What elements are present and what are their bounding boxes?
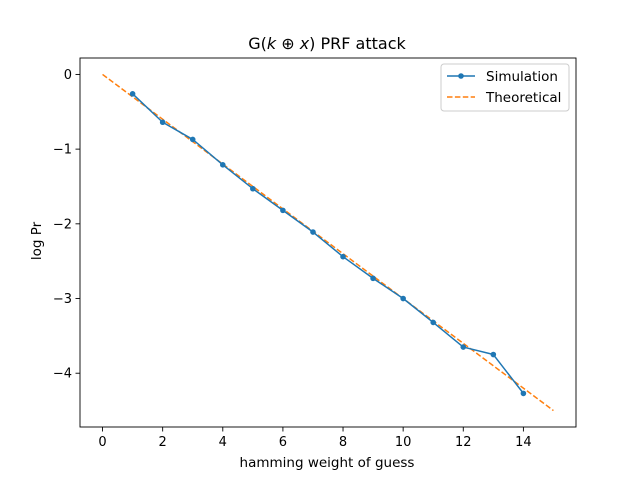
- legend-simulation-marker: [458, 73, 464, 79]
- simulation-point: [370, 275, 376, 282]
- x-tick-label: 8: [339, 435, 347, 450]
- x-tick-label: 0: [98, 435, 106, 450]
- x-tick-label: 6: [279, 435, 287, 450]
- simulation-point: [520, 390, 527, 397]
- simulation-point: [460, 344, 467, 350]
- plot-frame: [79, 57, 577, 428]
- simulation-point: [490, 351, 497, 358]
- y-tick-label: −1: [53, 143, 72, 158]
- ticks-layer: 0 2 4 6 8 10 12 14 0 −1 −2 −3 −4: [53, 68, 532, 450]
- x-tick-label: 2: [159, 435, 167, 450]
- simulation-point: [280, 207, 286, 214]
- simulation-point: [129, 91, 136, 97]
- y-tick-label: 0: [64, 68, 72, 83]
- chart-title: G(k ⊕ x) PRF attack: [248, 34, 406, 53]
- y-tick-label: −4: [53, 367, 72, 382]
- y-axis-label: log Pr: [29, 221, 45, 260]
- simulation-series-line: [132, 93, 524, 394]
- simulation-point: [310, 229, 316, 235]
- simulation-point: [430, 319, 437, 326]
- y-tick-label: −3: [53, 292, 72, 307]
- y-tick-label: −2: [53, 217, 72, 232]
- x-tick-label: 12: [455, 435, 472, 450]
- series-layer: [102, 73, 554, 412]
- simulation-point: [159, 119, 166, 126]
- x-tick-label: 4: [219, 435, 227, 450]
- simulation-point: [340, 253, 346, 260]
- simulation-point: [400, 295, 406, 302]
- x-tick-label: 14: [515, 435, 532, 450]
- x-tick-label: 10: [395, 435, 412, 450]
- theoretical-series-line: [102, 73, 554, 412]
- legend-theoretical-label: Theoretical: [485, 90, 561, 106]
- legend-simulation-label: Simulation: [486, 69, 558, 85]
- legend: Simulation Theoretical: [440, 63, 570, 112]
- axes-layer: [79, 57, 577, 428]
- simulation-point: [219, 162, 226, 168]
- simulation-point: [250, 185, 256, 192]
- simulation-point: [189, 136, 196, 143]
- x-axis-label: hamming weight of guess: [240, 455, 415, 471]
